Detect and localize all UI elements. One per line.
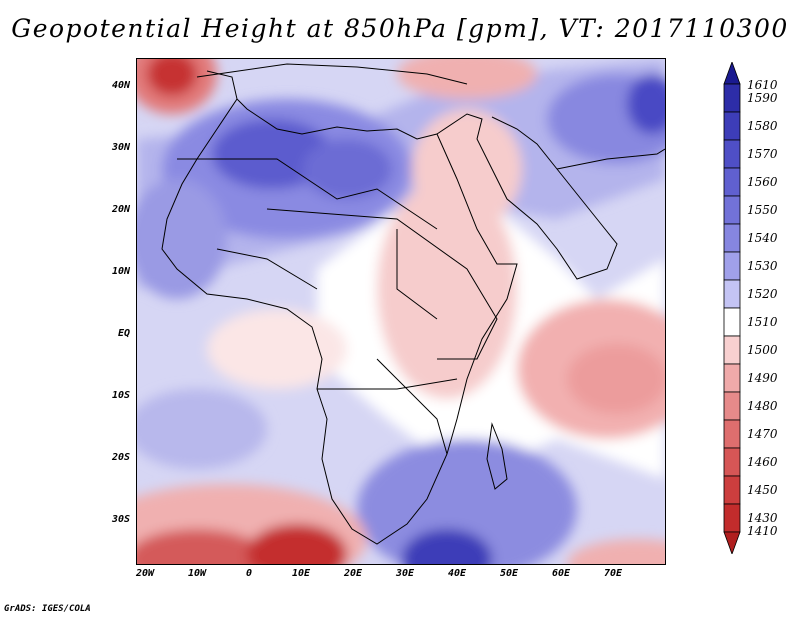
colorbar-label: 1580 xyxy=(747,119,778,133)
lat-label-20n: 20N xyxy=(111,204,130,215)
colorbar-label: 1530 xyxy=(747,259,778,273)
colorbar-label: 1520 xyxy=(747,287,778,301)
colorbar-label: 1480 xyxy=(747,399,778,413)
colorbar-swatch-1540 xyxy=(723,223,741,253)
colorbar-label: 1450 xyxy=(747,483,778,497)
lon-label-30e: 30E xyxy=(395,568,415,579)
lon-label-50e: 50E xyxy=(499,568,519,579)
lon-label-20e: 20E xyxy=(343,568,363,579)
colorbar-swatch-1450 xyxy=(723,475,741,505)
colorbar-label: 1490 xyxy=(747,371,778,385)
colorbar-label: 1470 xyxy=(747,427,778,441)
lat-label-10s: 10S xyxy=(111,390,130,401)
colorbar-label: 1410 xyxy=(747,524,778,538)
colorbar-swatch-1410 xyxy=(723,531,741,554)
lon-label-0: 0 xyxy=(245,568,253,579)
colorbar-label: 1560 xyxy=(747,175,778,189)
colorbar-swatch-1580 xyxy=(723,111,741,141)
lon-label-10w: 10W xyxy=(187,568,207,579)
colorbar-label: 1510 xyxy=(747,315,778,329)
colorbar xyxy=(723,62,741,554)
colorbar-label: 1430 xyxy=(747,511,778,525)
lon-label-10e: 10E xyxy=(291,568,311,579)
lon-label-20w: 20W xyxy=(135,568,155,579)
map-title: Geopotential Height at 850hPa [gpm], VT:… xyxy=(11,14,789,43)
colorbar-label: 1570 xyxy=(747,147,778,161)
geopotential-field xyxy=(137,59,665,564)
lon-label-60e: 60E xyxy=(551,568,571,579)
colorbar-swatch-1520 xyxy=(723,279,741,309)
colorbar-label: 1500 xyxy=(747,343,778,357)
colorbar-swatch-1490 xyxy=(723,363,741,393)
colorbar-swatch-1610 xyxy=(723,62,741,85)
lat-label-eq: EQ xyxy=(117,328,130,339)
colorbar-swatch-1550 xyxy=(723,195,741,225)
colorbar-swatch-1570 xyxy=(723,139,741,169)
colorbar-label: 1460 xyxy=(747,455,778,469)
lat-label-30s: 30S xyxy=(111,514,130,525)
lon-label-70e: 70E xyxy=(603,568,623,579)
lon-label-40e: 40E xyxy=(447,568,467,579)
colorbar-swatch-1480 xyxy=(723,391,741,421)
colorbar-label: 1550 xyxy=(747,203,778,217)
colorbar-swatch-1560 xyxy=(723,167,741,197)
colorbar-swatch-1460 xyxy=(723,447,741,477)
lat-label-30n: 30N xyxy=(111,142,130,153)
map-panel xyxy=(136,58,666,565)
coastlines xyxy=(161,63,665,545)
lat-label-10n: 10N xyxy=(111,266,130,277)
colorbar-label: 1540 xyxy=(747,231,778,245)
lat-label-40n: 40N xyxy=(111,80,130,91)
colorbar-label: 1590 xyxy=(747,91,778,105)
colorbar-swatch-1500 xyxy=(723,335,741,365)
colorbar-swatch-1510 xyxy=(723,307,741,337)
grads-credit: GrADS: IGES/COLA xyxy=(4,604,91,614)
colorbar-swatch-1470 xyxy=(723,419,741,449)
colorbar-swatch-1590 xyxy=(723,83,741,113)
colorbar-swatch-1430 xyxy=(723,503,741,533)
colorbar-label: 1610 xyxy=(747,78,778,92)
colorbar-swatch-1530 xyxy=(723,251,741,281)
lat-label-20s: 20S xyxy=(111,452,130,463)
